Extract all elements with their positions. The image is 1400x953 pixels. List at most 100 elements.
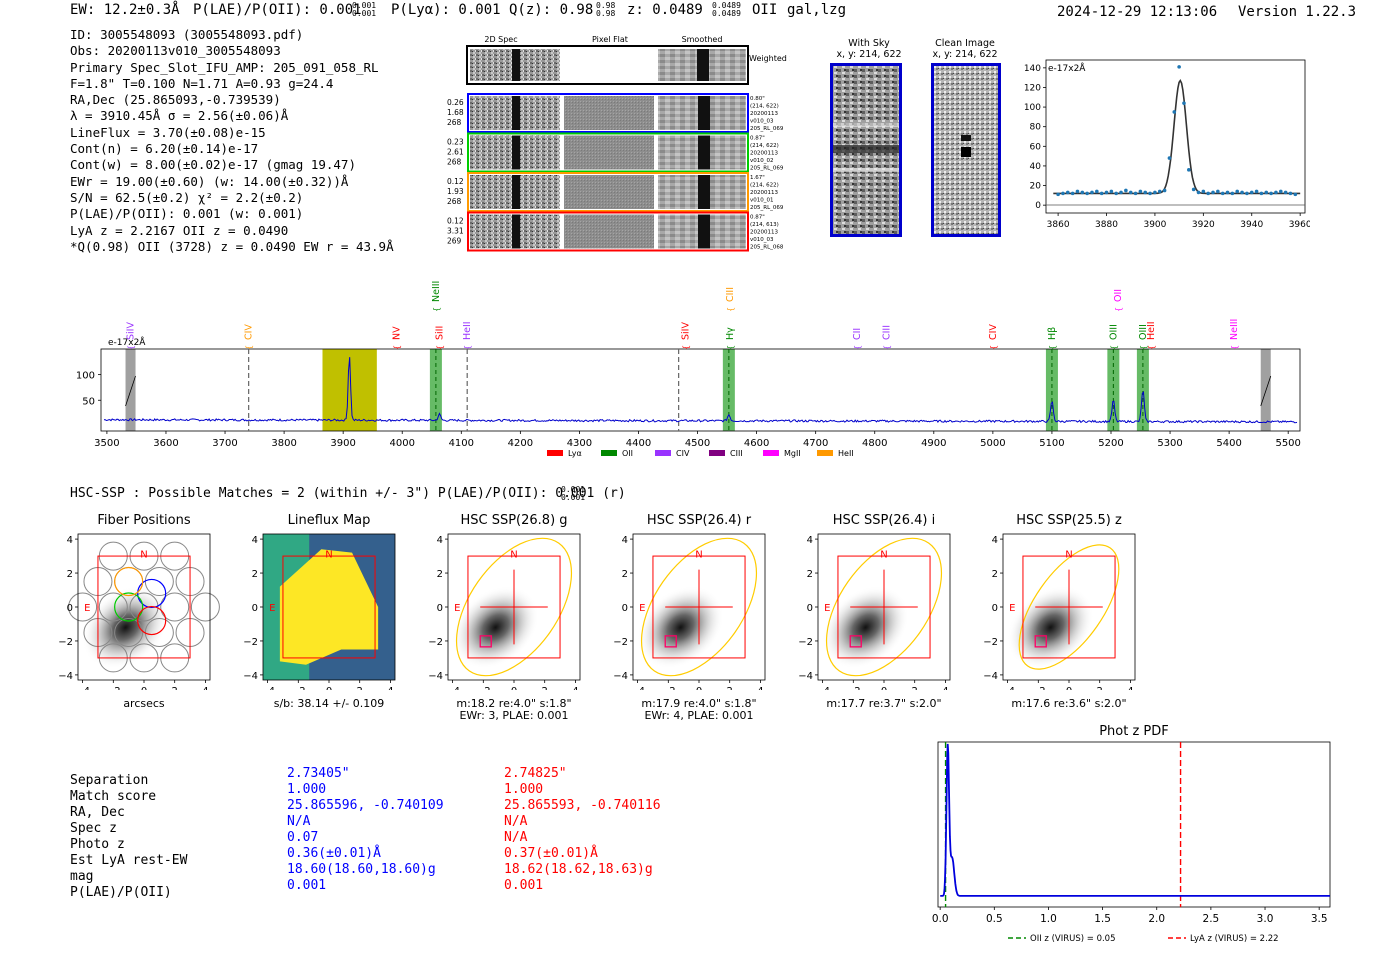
x-tick-label: 5000: [980, 438, 1005, 449]
data-point: [1216, 189, 1220, 194]
north-label: N: [1065, 549, 1072, 560]
spec-row-left-label: 268: [447, 197, 462, 206]
x-tick-label: 3940: [1240, 220, 1263, 230]
north-label: N: [880, 549, 887, 560]
data-point: [1172, 110, 1177, 114]
y-tick-label: −4: [983, 671, 998, 682]
y-tick-label: −2: [613, 637, 628, 648]
x-tick-label: 0: [696, 686, 702, 690]
legend-swatch: [817, 450, 833, 456]
data-point: [1269, 191, 1273, 196]
spec-row-flat: [564, 214, 654, 249]
spec-row-right-label: 205_RL_069: [750, 166, 784, 172]
east-label: E: [269, 603, 275, 614]
panel-caption: m:17.9 re:4.0" s:1.8": [641, 697, 757, 710]
y-tick-label: 40: [1030, 162, 1042, 172]
aperture-ellipse: [1018, 544, 1120, 670]
match1-value: 0.36(±0.01)Å: [287, 846, 381, 861]
gaussian-fit-line: [1053, 79, 1301, 195]
with-sky-image: [830, 63, 902, 237]
y-tick-label: 0: [992, 603, 998, 614]
emission-line-label: NeIII: [1229, 319, 1240, 340]
spec-row-frame: [467, 211, 749, 252]
match2-value: N/A: [504, 814, 528, 829]
x-tick-label: 2.0: [1148, 913, 1165, 925]
match2-value: 2.74825": [504, 766, 567, 781]
data-point: [1211, 190, 1215, 195]
x-tick-label: −2: [476, 686, 491, 690]
data-point: [1220, 191, 1225, 196]
emission-line-label: Hγ: [725, 327, 736, 340]
y-tick-label: 50: [82, 396, 95, 407]
spec-row-right-label: 20200113: [750, 230, 778, 236]
x-tick-label: 3600: [153, 438, 178, 449]
x-tick-label: −2: [661, 686, 676, 690]
data-point: [1061, 191, 1065, 196]
info-line: S/N = 62.5(±0.2) χ² = 2.2(±0.2): [70, 189, 304, 205]
header-ew: EW: 12.2±0.3Å: [70, 2, 180, 18]
data-point: [1225, 190, 1230, 195]
x-tick-label: 0: [326, 686, 332, 690]
emission-line-label: SiIV: [126, 322, 137, 340]
info-line: Cont(w) = 8.00(±0.02)e-17 (gmag 19.47): [70, 157, 356, 173]
info-line: RA,Dec (25.865093,-0.739539): [70, 92, 281, 108]
spec-row-right-label: 0.87": [750, 136, 765, 142]
emission-line-brace: {: [883, 345, 892, 350]
data-point: [1157, 189, 1162, 194]
spec-row-left-label: 268: [447, 118, 462, 127]
y-tick-label: −4: [798, 671, 813, 682]
x-tick-label: 4300: [567, 438, 592, 449]
emission-band: [1045, 349, 1058, 431]
fiber-circle: [160, 592, 190, 622]
spec-row-right-label: 205_RL_069: [750, 126, 784, 132]
spec-row-flat: [564, 135, 654, 170]
x-tick-label: 2.5: [1203, 913, 1220, 925]
emission-line-label: CIII: [882, 325, 893, 340]
x-tick-label: 3880: [1095, 220, 1118, 230]
emission-line-label: CIV: [988, 324, 999, 340]
north-label: N: [510, 549, 517, 560]
cutout-panel: N E −4 −2 0 2 4 4 2 0 −2 −4: [428, 533, 581, 690]
legend-swatch: [763, 450, 779, 456]
x-tick-label: 3700: [212, 438, 237, 449]
x-tick-label: 0: [141, 686, 147, 690]
spectrum-trace: [103, 357, 1298, 424]
match-label: Photo z: [70, 837, 125, 852]
match-label: Separation: [70, 773, 149, 788]
line-fit-unit: e-17x2Å: [1048, 62, 1086, 74]
x-tick-label: 3900: [1143, 220, 1166, 230]
match-label: mag: [70, 869, 94, 884]
y-tick-label: 60: [1030, 142, 1042, 152]
info-line: P(LAE)/P(OII): 0.001 (w: 0.001): [70, 206, 304, 222]
cutout-panel: N E −4 −2 0 2 4 4 2 0 −2 −4: [58, 533, 220, 690]
y-tick-label: 20: [1030, 182, 1042, 192]
panel-caption: arcsecs: [123, 697, 165, 710]
box-3arcsec: [97, 555, 191, 659]
x-tick-label: 4900: [921, 438, 946, 449]
spec-row-right-label: 0.80": [750, 96, 765, 102]
x-tick-label: 4200: [508, 438, 533, 449]
data-point: [1075, 189, 1080, 194]
x-tick-label: 3.5: [1311, 913, 1328, 925]
photz-title: Phot z PDF: [1099, 724, 1169, 739]
info-line: LineFlux = 3.70(±0.08)e-15: [70, 124, 266, 140]
spec-row-frame: [467, 132, 749, 173]
panel-caption-2: EWr: 4, PLAE: 0.001: [644, 709, 754, 722]
legend-swatch: [547, 450, 563, 456]
match2-value: 0.001: [504, 878, 544, 893]
spec2d-panel: 2D Spec Pixel Flat Smoothed Weighted Sum…: [447, 35, 790, 252]
spec-row-left-label: 268: [447, 158, 462, 167]
info-line: LyA z = 2.2167 OII z = 0.0490: [70, 222, 289, 238]
spec-row-left-label: 3.31: [447, 227, 464, 236]
emission-line-brace: {: [432, 307, 441, 312]
emission-line-brace: {: [1139, 345, 1148, 350]
x-tick-label: −2: [846, 686, 861, 690]
col-label-2dspec: 2D Spec: [484, 35, 517, 44]
info-line: Cont(n) = 6.20(±0.14)e-17: [70, 141, 259, 157]
x-tick-label: 3800: [271, 438, 296, 449]
x-tick-label: 4: [202, 686, 208, 690]
emission-line-brace: {: [726, 345, 735, 350]
y-tick-label: 4: [67, 535, 73, 546]
full-spectrum-frame: [100, 348, 1301, 432]
panel-caption: s/b: 38.14 +/- 0.109: [273, 697, 385, 710]
